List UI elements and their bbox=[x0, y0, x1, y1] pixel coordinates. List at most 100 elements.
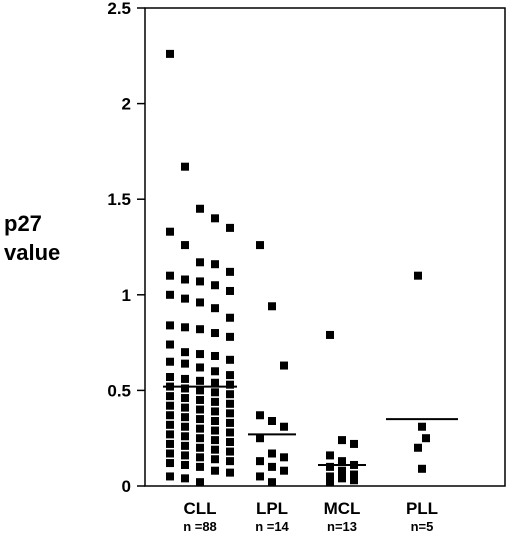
data-point bbox=[166, 430, 174, 439]
data-point bbox=[326, 472, 334, 481]
data-point bbox=[196, 204, 204, 213]
data-point bbox=[211, 445, 219, 454]
data-point bbox=[196, 434, 204, 443]
data-point bbox=[166, 340, 174, 349]
data-point bbox=[226, 438, 234, 447]
data-point bbox=[326, 330, 334, 339]
data-point bbox=[166, 401, 174, 410]
data-point bbox=[181, 323, 189, 332]
data-point bbox=[181, 422, 189, 431]
data-point bbox=[414, 443, 422, 452]
data-point bbox=[211, 455, 219, 464]
data-point bbox=[268, 416, 276, 425]
data-point bbox=[418, 464, 426, 473]
data-point bbox=[226, 286, 234, 295]
data-point bbox=[211, 214, 219, 223]
data-point bbox=[211, 304, 219, 313]
data-point bbox=[166, 420, 174, 429]
data-point bbox=[196, 298, 204, 307]
data-point bbox=[181, 348, 189, 357]
data-point bbox=[338, 457, 346, 466]
data-point bbox=[196, 462, 204, 471]
data-point bbox=[211, 260, 219, 269]
data-point bbox=[181, 275, 189, 284]
data-point bbox=[196, 277, 204, 286]
data-point bbox=[196, 395, 204, 404]
data-point bbox=[326, 478, 334, 487]
data-point bbox=[196, 350, 204, 359]
data-point bbox=[226, 355, 234, 364]
data-points bbox=[166, 49, 430, 487]
data-point bbox=[226, 418, 234, 427]
data-point bbox=[226, 428, 234, 437]
data-point bbox=[181, 162, 189, 171]
data-point bbox=[226, 390, 234, 399]
data-point bbox=[256, 472, 264, 481]
data-point bbox=[166, 271, 174, 280]
y-tick-label: 0.5 bbox=[107, 381, 131, 400]
data-point bbox=[166, 321, 174, 330]
data-point bbox=[280, 466, 288, 475]
data-point bbox=[326, 462, 334, 471]
data-point bbox=[181, 394, 189, 403]
sample-size-label: n =14 bbox=[255, 519, 289, 534]
data-point bbox=[338, 436, 346, 445]
data-point bbox=[166, 227, 174, 236]
data-point bbox=[166, 373, 174, 382]
data-point bbox=[268, 302, 276, 311]
data-point bbox=[181, 474, 189, 483]
data-point bbox=[256, 457, 264, 466]
sample-size-label: n =88 bbox=[183, 519, 217, 534]
data-point bbox=[181, 413, 189, 422]
data-point bbox=[226, 399, 234, 408]
data-point bbox=[166, 290, 174, 299]
data-point bbox=[211, 388, 219, 397]
data-point bbox=[166, 449, 174, 458]
data-point bbox=[196, 363, 204, 372]
data-point bbox=[226, 371, 234, 380]
data-point bbox=[226, 313, 234, 322]
data-point bbox=[226, 447, 234, 456]
data-point bbox=[211, 378, 219, 387]
data-point bbox=[280, 361, 288, 370]
data-point bbox=[268, 449, 276, 458]
data-point bbox=[181, 374, 189, 383]
data-point bbox=[280, 453, 288, 462]
data-point bbox=[418, 422, 426, 431]
data-point bbox=[196, 258, 204, 267]
category-label: LPL bbox=[256, 499, 288, 518]
data-point bbox=[196, 453, 204, 462]
data-point bbox=[226, 457, 234, 466]
data-point bbox=[338, 466, 346, 475]
data-point bbox=[211, 329, 219, 338]
data-point bbox=[268, 478, 276, 487]
y-tick-label: 1 bbox=[122, 286, 131, 305]
data-point bbox=[280, 422, 288, 431]
data-point bbox=[338, 474, 346, 483]
data-point bbox=[350, 439, 358, 448]
data-point bbox=[166, 411, 174, 420]
data-point bbox=[256, 434, 264, 443]
data-point bbox=[422, 434, 430, 443]
data-point bbox=[211, 281, 219, 290]
data-point bbox=[181, 359, 189, 368]
y-tick-label: 1.5 bbox=[107, 190, 131, 209]
data-point bbox=[211, 426, 219, 435]
data-point bbox=[181, 441, 189, 450]
data-point bbox=[166, 472, 174, 481]
data-point bbox=[181, 451, 189, 460]
data-point bbox=[166, 49, 174, 58]
data-point bbox=[226, 380, 234, 389]
data-point bbox=[211, 416, 219, 425]
plot-frame bbox=[144, 7, 506, 487]
category-label: PLL bbox=[406, 499, 438, 518]
data-point bbox=[196, 386, 204, 395]
data-point bbox=[226, 267, 234, 276]
category-label: CLL bbox=[183, 499, 216, 518]
data-point bbox=[211, 436, 219, 445]
data-point bbox=[196, 405, 204, 414]
data-point bbox=[256, 411, 264, 420]
data-point bbox=[181, 460, 189, 469]
data-point bbox=[181, 294, 189, 303]
data-point bbox=[350, 476, 358, 485]
